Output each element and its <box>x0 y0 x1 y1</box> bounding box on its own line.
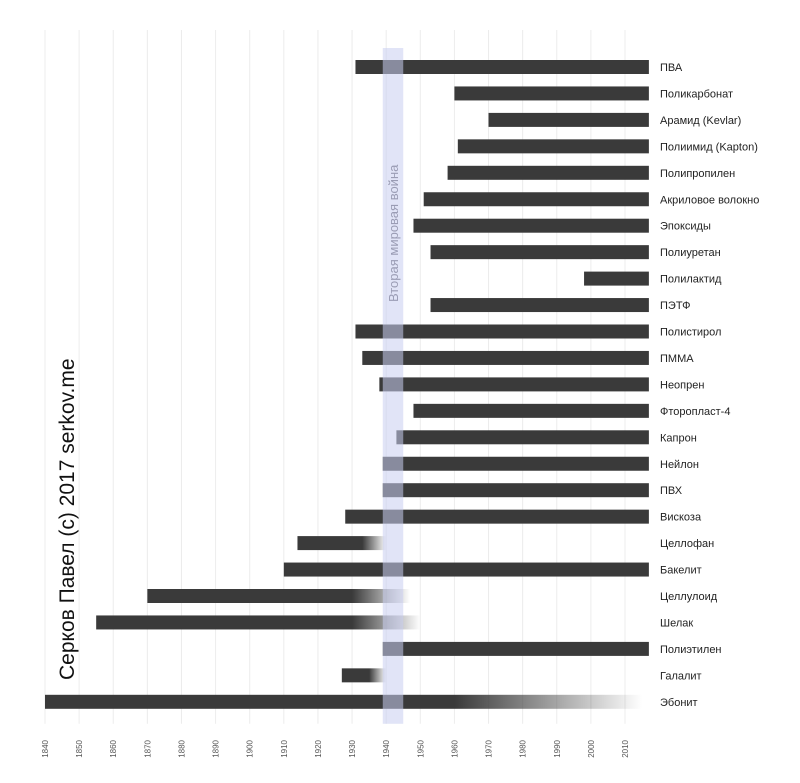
x-tick-label: 1880 <box>177 739 186 757</box>
category-label: Эпоксиды <box>660 221 711 233</box>
category-label: Арамид (Kevlar) <box>660 115 741 127</box>
ww2-highlight <box>382 48 404 724</box>
category-label: Бакелит <box>660 565 702 577</box>
bar <box>584 271 649 286</box>
x-tick-label: 1850 <box>75 739 84 757</box>
category-label: Целлулоид <box>660 591 718 603</box>
bar <box>423 192 649 207</box>
bar <box>382 641 649 656</box>
x-tick-label: 1900 <box>246 739 255 757</box>
category-label: Полиэтилен <box>660 644 722 656</box>
category-label: ПВА <box>660 62 683 74</box>
category-label: Полипропилен <box>660 168 735 180</box>
x-tick-label: 1870 <box>143 739 152 757</box>
x-tick-label: 1950 <box>416 739 425 757</box>
bar <box>382 456 649 471</box>
category-label: Целлофан <box>660 538 714 550</box>
category-label: Полиуретан <box>660 247 721 259</box>
x-tick-label: 1930 <box>348 739 357 757</box>
credit-text: Серков Павел (c) 2017 serkov.me <box>56 358 79 680</box>
x-axis-ticks: 1840 1850 1860 1870 1880 1890 1900 1910 1920 1930… <box>41 739 630 757</box>
category-label: Капрон <box>660 432 697 444</box>
category-labels: ПВА Поликарбонат Арамид (Kevlar) Полиимид (… <box>660 62 759 709</box>
bar <box>447 165 649 180</box>
category-label: Шелак <box>660 617 693 629</box>
category-label: Акриловое волокно <box>660 194 759 206</box>
category-label: Поликарбонат <box>660 88 733 100</box>
bar <box>362 350 649 365</box>
bar <box>341 668 387 683</box>
category-label: Полиимид (Kapton) <box>660 141 758 153</box>
x-tick-label: 1970 <box>485 739 494 757</box>
category-label: Полистирол <box>660 327 721 339</box>
x-tick-label: 1920 <box>314 739 323 757</box>
bar <box>147 589 411 603</box>
category-label: Фторопласт-4 <box>660 406 730 418</box>
x-tick-label: 1840 <box>41 739 50 757</box>
bar <box>413 218 649 233</box>
category-label: ПЭТФ <box>660 300 691 312</box>
x-tick-label: 1890 <box>212 739 221 757</box>
bar <box>430 298 649 313</box>
category-label: Нейлон <box>660 459 699 471</box>
category-label: Галалит <box>660 670 702 682</box>
x-tick-label: 1960 <box>450 739 459 757</box>
bar <box>345 509 649 524</box>
bar <box>283 562 649 577</box>
x-tick-label: 2000 <box>587 739 596 757</box>
ww2-label: Вторая мировая война <box>386 164 401 302</box>
category-label: Полилактид <box>660 274 722 286</box>
bar <box>297 536 387 551</box>
bar <box>355 60 649 74</box>
category-label: ПММА <box>660 353 694 365</box>
bar <box>488 112 649 127</box>
bar <box>430 245 649 260</box>
ww2-band: Вторая мировая война <box>382 48 404 724</box>
bar <box>379 377 649 392</box>
bar <box>457 139 649 154</box>
bar <box>355 324 649 339</box>
x-tick-label: 1860 <box>109 739 118 757</box>
x-tick-label: 1910 <box>280 739 289 757</box>
bar <box>396 430 649 445</box>
x-tick-label: 2010 <box>621 739 630 757</box>
bars <box>45 60 649 709</box>
category-label: ПВХ <box>660 485 683 497</box>
bar <box>454 86 649 101</box>
x-tick-label: 1990 <box>553 739 562 757</box>
bar <box>45 694 643 709</box>
x-tick-label: 1940 <box>382 739 391 757</box>
category-label: Эбонит <box>660 697 698 709</box>
bar <box>96 615 421 630</box>
x-tick-label: 1980 <box>519 739 528 757</box>
category-label: Вискоза <box>660 512 702 524</box>
bar <box>413 403 649 418</box>
category-label: Неопрен <box>660 379 704 391</box>
bar <box>382 483 649 498</box>
